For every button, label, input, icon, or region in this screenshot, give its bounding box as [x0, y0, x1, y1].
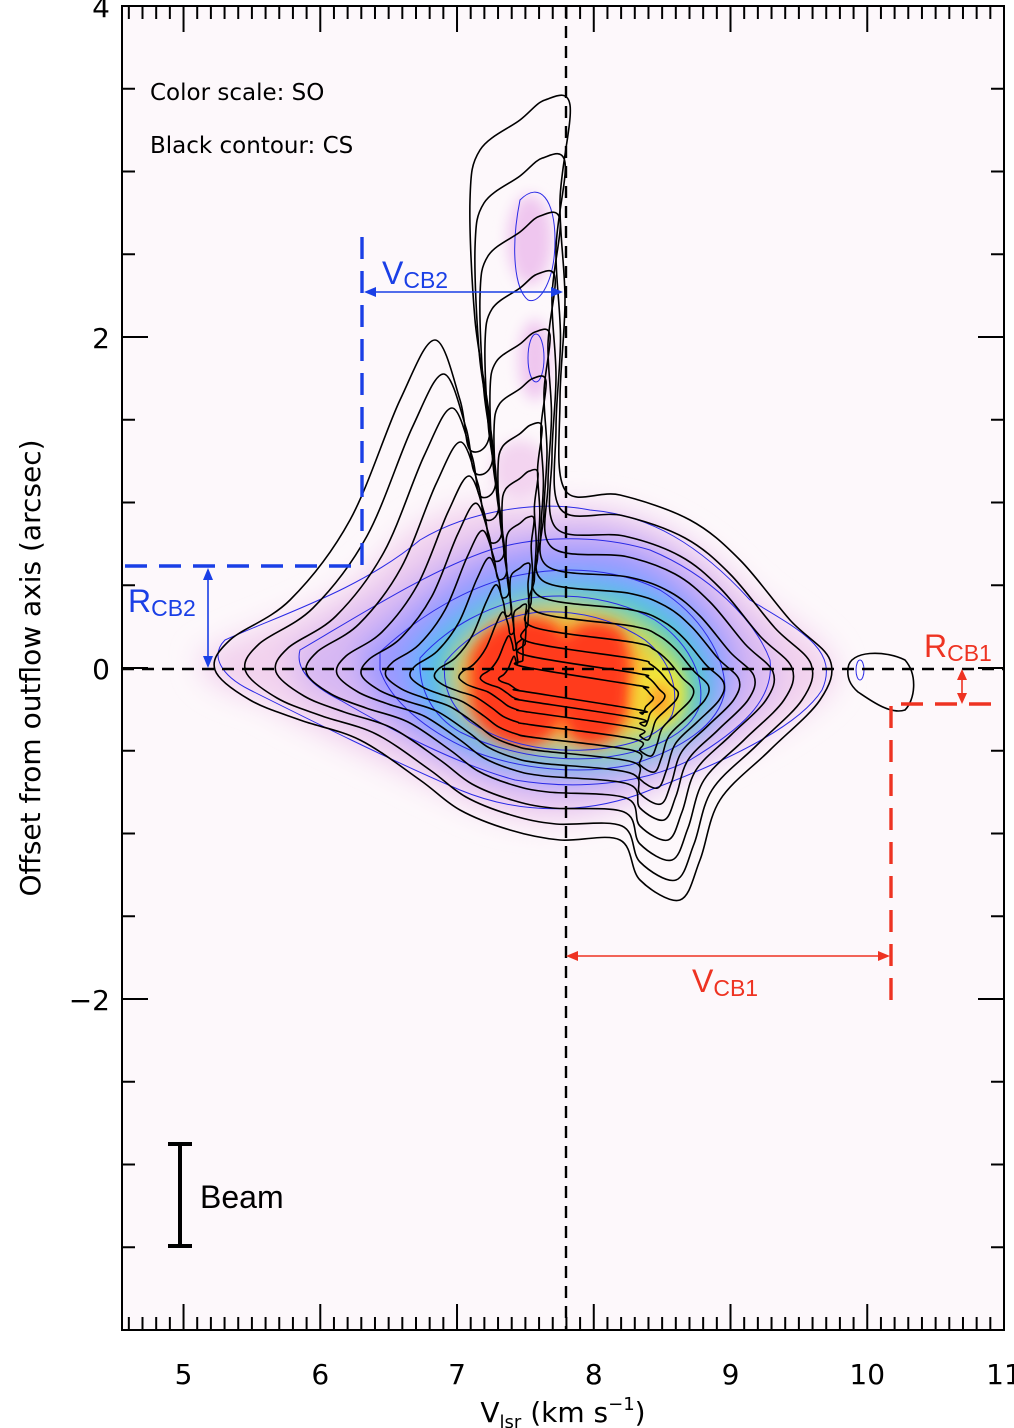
- cs-contour-level-8: [409, 468, 710, 773]
- vcb2-label: VCB2: [382, 255, 448, 293]
- so-north-clump: [508, 195, 552, 285]
- y-tick-label: 0: [92, 653, 110, 686]
- x-axis-label: Vlsr (km s−1): [480, 1394, 645, 1428]
- vcb1-arrow: [566, 951, 890, 961]
- y-axis-label: Offset from outflow axis (arcsec): [14, 439, 47, 896]
- cs-contour-level-6: [360, 375, 741, 806]
- cs-contour-level-4: [305, 269, 776, 842]
- rcb2-label: RCB2: [128, 583, 196, 621]
- x-tick-labels: 5 6 7 8 9 10 11: [175, 1358, 1014, 1391]
- y-tick-label: −2: [69, 984, 110, 1017]
- cs-contour-level-12: [497, 638, 655, 715]
- x-tick-label: 8: [585, 1358, 603, 1391]
- y-tick-label: 2: [92, 322, 110, 355]
- beam-label: Beam: [200, 1179, 284, 1215]
- rcb2-arrow: [203, 568, 213, 668]
- note-color-scale: Color scale: SO: [150, 80, 324, 106]
- cs-contour-level-11: [479, 603, 666, 727]
- rcb1-label: RCB1: [924, 628, 992, 666]
- so-contours: [217, 191, 865, 810]
- vcb1-label: VCB1: [692, 963, 758, 1001]
- so-peak-left: [470, 617, 569, 746]
- x-tick-label: 11: [986, 1358, 1014, 1391]
- x-tick-label: 5: [175, 1358, 193, 1391]
- cs-contour-level-7: [384, 421, 726, 790]
- y-tick-label: 4: [92, 0, 110, 24]
- cs-contours: [213, 94, 833, 902]
- y-tick-labels: −2 0 2 4: [69, 0, 110, 1017]
- cs-contour-level-5: [335, 328, 756, 822]
- cs-contour-level-9: [433, 515, 695, 757]
- axis-ticks: [122, 5, 1005, 1331]
- x-tick-label: 7: [448, 1358, 466, 1391]
- note-black-contour: Black contour: CS: [150, 133, 353, 159]
- rcb1-arrow: [957, 669, 967, 704]
- x-tick-label: 10: [849, 1358, 885, 1391]
- cs-contour-level-10: [458, 562, 680, 741]
- beam-bar: [168, 1142, 192, 1248]
- vcb2-arrow: [364, 287, 563, 297]
- cb2-marker: [125, 237, 364, 568]
- cs-contour-satellite: [847, 652, 915, 712]
- x-tick-label: 6: [311, 1358, 329, 1391]
- x-tick-label: 9: [722, 1358, 740, 1391]
